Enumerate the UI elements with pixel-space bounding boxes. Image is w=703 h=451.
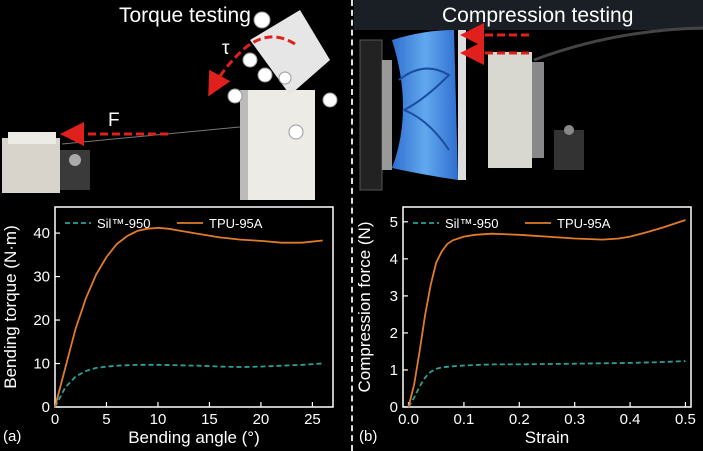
load-cell [488,52,532,168]
x-axis-label: Strain [525,428,569,447]
y-tick-label: 0 [390,399,398,416]
torque-tower [240,90,315,200]
torque-testing-photo: Torque testing F τ [0,0,350,200]
plot-frame [402,206,692,408]
y-tick-label: 0 [42,399,50,416]
panel-tag-a: (a) [3,428,22,445]
y-tick-label: 20 [33,312,50,329]
x-tick-label: 0 [51,411,59,428]
y-tick-label: 4 [390,251,398,268]
compression-chart: 0.0 0.1 0.2 0.3 0.4 0.5 0 1 2 3 4 5 Strain Compressio… [355,206,696,447]
panel-tag-b: (b) [359,428,378,445]
legend-entry: TPU-95A [557,216,611,231]
plot-frame [54,206,334,408]
compression-testing-photo: Compression testing [354,0,703,200]
compression-photo-illustration [354,0,703,191]
blue-specimen [392,30,458,180]
legend-entry: Sil™-950 [97,216,150,231]
torque-arrow [208,35,296,97]
series-line-sil-950 [407,360,686,408]
x-tick-label: 0.2 [509,411,530,428]
series-line-sil-950 [54,362,323,408]
legend-entry: TPU-95A [209,216,263,231]
y-tick-label: 3 [390,288,398,305]
x-tick-label: 15 [201,411,218,428]
y-tick-label: 1 [390,362,398,379]
torque-chart: 0 5 10 15 20 25 0 10 20 30 40 Bending angle (°) Bend… [1,206,334,447]
x-tick-label: 10 [150,411,167,428]
x-tick-label: 0.1 [453,411,474,428]
x-tick-label: 0.3 [564,411,585,428]
rotating-head [250,10,330,95]
x-tick-label: 0.4 [620,411,641,428]
x-tick-label: 5 [102,411,110,428]
y-tick-label: 2 [390,325,398,342]
series-line-tpu-95a [54,226,323,408]
torque-photo-title: Torque testing [119,4,251,27]
legend-entry: Sil™-950 [445,216,498,231]
clamp-base [2,138,60,193]
x-axis-label: Bending angle (°) [128,428,260,447]
y-tick-label: 5 [390,214,398,231]
x-tick-label: 25 [304,411,321,428]
y-tick-label: 10 [33,356,50,373]
x-tick-label: 0.5 [675,411,696,428]
y-axis-label: Bending torque (N·m) [1,225,20,388]
series-line-tpu-95a [407,219,686,408]
panel-divider [351,0,353,451]
y-tick-label: 30 [33,269,50,286]
torque-photo-illustration [2,10,338,200]
x-tick-label: 20 [253,411,270,428]
y-axis-label: Compression force (N) [355,222,374,393]
torque-label: τ [222,38,230,59]
compression-photo-title: Compression testing [442,4,634,27]
y-tick-label: 40 [33,225,50,242]
x-tick-label: 0.0 [398,411,419,428]
force-label: F [108,110,120,131]
